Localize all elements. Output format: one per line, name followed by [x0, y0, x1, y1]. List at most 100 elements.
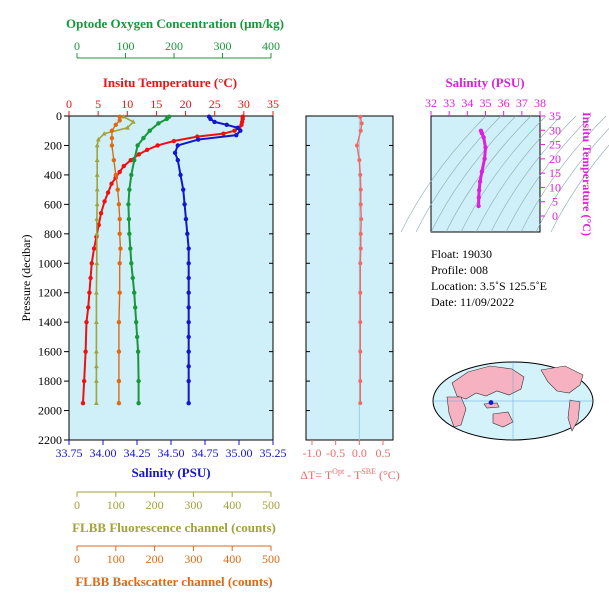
ts-contour: [415, 115, 502, 233]
dt-point: [358, 261, 363, 266]
salinity-point: [172, 150, 178, 156]
ts-temp-tick-label: 15: [549, 166, 561, 180]
pressure-tick-label: 1400: [38, 315, 62, 329]
fluorescence-point: [94, 400, 99, 405]
ts-point: [479, 169, 485, 174]
fluorescence-point: [94, 231, 100, 236]
salinity-axis-tick-label: 35.00: [226, 446, 253, 460]
oxygen-point: [134, 334, 140, 340]
fluorescence-point: [94, 349, 99, 354]
oxygen-axis-tick-label: 0: [74, 39, 80, 53]
fluorescence-axis-tick-label: 500: [262, 498, 280, 512]
ts-sal-tick-label: 37: [516, 96, 528, 110]
pressure-tick-label: 0: [56, 109, 62, 123]
pressure-tick-label: 200: [44, 138, 62, 152]
temperature-axis-tick-label: 20: [180, 97, 192, 111]
oxygen-point: [156, 121, 161, 126]
dt-point: [358, 202, 363, 207]
salinity-point: [224, 122, 229, 128]
ts-inset-plot-area: [430, 115, 541, 233]
land-north-america: [540, 365, 584, 394]
backscatter-point: [117, 261, 122, 266]
fluorescence-axis-tick-label: 0: [74, 498, 80, 512]
salinity-point: [186, 275, 191, 281]
salinity-point: [186, 349, 191, 354]
backscatter-point: [117, 231, 122, 237]
dt-tick-label: -1.0: [303, 446, 322, 460]
profile-number: Profile: 008: [431, 263, 488, 277]
pressure-tick-label: 600: [44, 197, 62, 211]
oxygen-point: [129, 261, 134, 266]
temperature-point: [239, 122, 244, 128]
oxygen-point: [126, 216, 132, 222]
temperature-axis-tick-label: 15: [150, 97, 162, 111]
fluorescence-point: [101, 131, 107, 136]
fluorescence-point: [94, 378, 99, 383]
backscatter-series: [109, 114, 123, 406]
oxygen-point: [126, 202, 131, 207]
temperature-axis-tick-label: 25: [209, 97, 221, 111]
ts-contour: [475, 115, 562, 233]
salinity-series: [172, 114, 243, 406]
temperature-point: [128, 157, 133, 163]
backscatter-point: [116, 378, 122, 384]
fluorescence-axis: 0 100 200 300 400 500: [74, 491, 280, 512]
float-metadata: Float: 19030 Profile: 008 Location: 3.5˚…: [431, 247, 547, 309]
ts-inset-series: [476, 128, 488, 209]
salinity-point: [186, 305, 191, 310]
float-location: Location: 3.5˚S 125.5˚E: [431, 279, 547, 293]
temperature-point: [87, 290, 92, 295]
backscatter-point: [116, 319, 122, 325]
dt-point: [358, 290, 363, 295]
dt-point: [358, 246, 363, 251]
ts-temp-tick-label: 25: [549, 138, 561, 152]
temperature-point: [88, 275, 93, 281]
temperature-point: [144, 147, 150, 153]
fluorescence-point: [94, 363, 99, 369]
oxygen-point: [136, 400, 141, 406]
oxygen-point: [127, 187, 132, 192]
pressure-tick-label: 1000: [38, 256, 62, 270]
backscatter-point: [116, 202, 122, 207]
salinity-axis-tick-label: 34.75: [192, 446, 219, 460]
ts-contour: [505, 115, 592, 233]
salinity-point: [181, 187, 186, 192]
dt-point: [358, 379, 363, 384]
ts-sal-tick-label: 38: [534, 96, 546, 110]
salinity-axis-tick-label: 34.25: [124, 446, 151, 460]
ts-point: [479, 130, 485, 136]
ts-point: [476, 188, 482, 193]
backscatter-axis-label: FLBB Backscatter channel (counts): [75, 574, 272, 589]
backscatter-point: [116, 349, 122, 354]
salinity-point: [212, 119, 217, 125]
temperature-axis-tick-label: 10: [121, 97, 133, 111]
oxygen-axis-tick-label: 100: [117, 39, 135, 53]
salinity-point: [238, 128, 243, 133]
fluorescence-point: [125, 125, 130, 130]
fluorescence-point: [130, 119, 136, 124]
backscatter-axis-tick-label: 100: [107, 552, 125, 566]
ts-contour: [520, 115, 607, 233]
ts-contour: [535, 127, 609, 233]
fluorescence-axis-tick-label: 400: [223, 498, 241, 512]
ts-contour: [550, 144, 609, 233]
salinity-axis-tick-label: 33.75: [56, 446, 83, 460]
ts-point: [482, 156, 487, 162]
backscatter-point: [116, 400, 122, 406]
pressure-tick-label: 800: [44, 227, 62, 241]
dt-point: [358, 349, 363, 354]
ts-sal-tick-label: 35: [480, 96, 492, 110]
temperature-point: [81, 378, 87, 384]
oxygen-point: [135, 143, 140, 148]
fluorescence-point: [94, 142, 100, 148]
salinity-point: [175, 157, 180, 163]
map-graticule: [433, 362, 593, 440]
ts-sal-tick-label: 36: [498, 96, 510, 110]
delta-t-axis: -1.0 -0.5 0.0 0.5: [303, 115, 393, 460]
oxygen-point: [128, 246, 133, 251]
salinity-axis: 33.75 34.00 34.25 34.50 34.75 35.00 35.25: [56, 440, 287, 460]
salinity-point: [186, 319, 191, 325]
pressure-tick-label: 400: [44, 168, 62, 182]
ts-salinity-axis: 32 33 34 35 36 37 38: [425, 96, 546, 116]
temperature-point: [91, 246, 97, 251]
